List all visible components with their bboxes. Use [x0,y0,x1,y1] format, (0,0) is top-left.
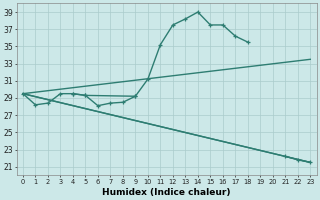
X-axis label: Humidex (Indice chaleur): Humidex (Indice chaleur) [102,188,231,197]
